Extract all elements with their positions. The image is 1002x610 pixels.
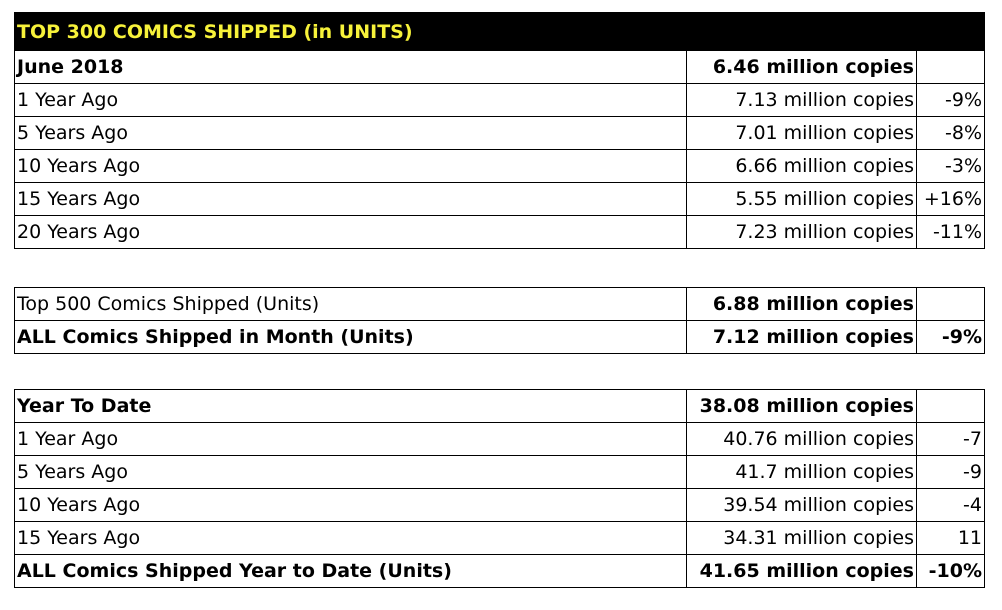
table-row: 1 Year Ago 7.13 million copies -9% <box>14 83 986 117</box>
row-change: -7 <box>916 422 985 456</box>
row-change: -10% <box>916 554 985 588</box>
row-label: 10 Years Ago <box>14 488 687 522</box>
row-change: -9 <box>916 455 985 489</box>
row-value: 41.7 million copies <box>686 455 917 489</box>
row-label: Year To Date <box>14 389 687 423</box>
row-label: 10 Years Ago <box>14 149 687 183</box>
row-label: ALL Comics Shipped Year to Date (Units) <box>14 554 687 588</box>
row-label: 1 Year Ago <box>14 83 687 117</box>
table-row: 5 Years Ago 41.7 million copies -9 <box>14 455 985 489</box>
top-300-comics-table: TOP 300 COMICS SHIPPED (in UNITS) June 2… <box>13 12 986 249</box>
table-row: 20 Years Ago 7.23 million copies -11% <box>14 215 986 249</box>
year-to-date-table: Year To Date 38.08 million copies 1 Year… <box>14 389 985 588</box>
row-change <box>916 287 985 321</box>
table-row: Top 500 Comics Shipped (Units) 6.88 mill… <box>14 287 985 321</box>
table-row: ALL Comics Shipped in Month (Units) 7.12… <box>14 320 985 354</box>
row-value: 39.54 million copies <box>686 488 917 522</box>
row-value: 7.13 million copies <box>686 83 917 117</box>
table-row: ALL Comics Shipped Year to Date (Units) … <box>14 554 985 588</box>
row-value: 6.66 million copies <box>686 149 917 183</box>
row-change: -4 <box>916 488 985 522</box>
row-value: 6.46 million copies <box>686 50 917 84</box>
row-value: 40.76 million copies <box>686 422 917 456</box>
row-label: June 2018 <box>14 50 687 84</box>
row-value: 41.65 million copies <box>686 554 917 588</box>
row-change: +16% <box>915 182 986 216</box>
row-value: 34.31 million copies <box>686 521 917 555</box>
row-value: 7.12 million copies <box>686 320 917 354</box>
top-margin <box>0 0 1002 12</box>
row-label: 1 Year Ago <box>14 422 687 456</box>
row-label: 20 Years Ago <box>14 215 687 249</box>
row-value: 7.23 million copies <box>686 215 917 249</box>
table-title-row: TOP 300 COMICS SHIPPED (in UNITS) <box>13 12 986 51</box>
row-change: -9% <box>916 320 985 354</box>
table-row: 5 Years Ago 7.01 million copies -8% <box>14 116 986 150</box>
row-value: 5.55 million copies <box>686 182 917 216</box>
table-row: 1 Year Ago 40.76 million copies -7 <box>14 422 985 456</box>
row-change: -9% <box>915 83 986 117</box>
table-row: 10 Years Ago 39.54 million copies -4 <box>14 488 985 522</box>
row-value: 7.01 million copies <box>686 116 917 150</box>
row-label: 15 Years Ago <box>14 182 687 216</box>
comics-shipped-month-table: Top 500 Comics Shipped (Units) 6.88 mill… <box>14 287 985 354</box>
row-change <box>916 389 985 423</box>
row-change: -3% <box>915 149 986 183</box>
row-change: -8% <box>915 116 986 150</box>
table-row: Year To Date 38.08 million copies <box>14 389 985 423</box>
table-row: June 2018 6.46 million copies <box>14 50 986 84</box>
table-title: TOP 300 COMICS SHIPPED (in UNITS) <box>13 12 986 51</box>
row-value: 38.08 million copies <box>686 389 917 423</box>
row-label: ALL Comics Shipped in Month (Units) <box>14 320 687 354</box>
row-change <box>915 50 986 84</box>
row-label: 5 Years Ago <box>14 116 687 150</box>
row-value: 6.88 million copies <box>686 287 917 321</box>
row-change: 11 <box>916 521 985 555</box>
row-change: -11% <box>915 215 986 249</box>
table-row: 10 Years Ago 6.66 million copies -3% <box>14 149 986 183</box>
row-label: Top 500 Comics Shipped (Units) <box>14 287 687 321</box>
row-label: 5 Years Ago <box>14 455 687 489</box>
table-row: 15 Years Ago 5.55 million copies +16% <box>14 182 986 216</box>
row-label: 15 Years Ago <box>14 521 687 555</box>
table-row: 15 Years Ago 34.31 million copies 11 <box>14 521 985 555</box>
